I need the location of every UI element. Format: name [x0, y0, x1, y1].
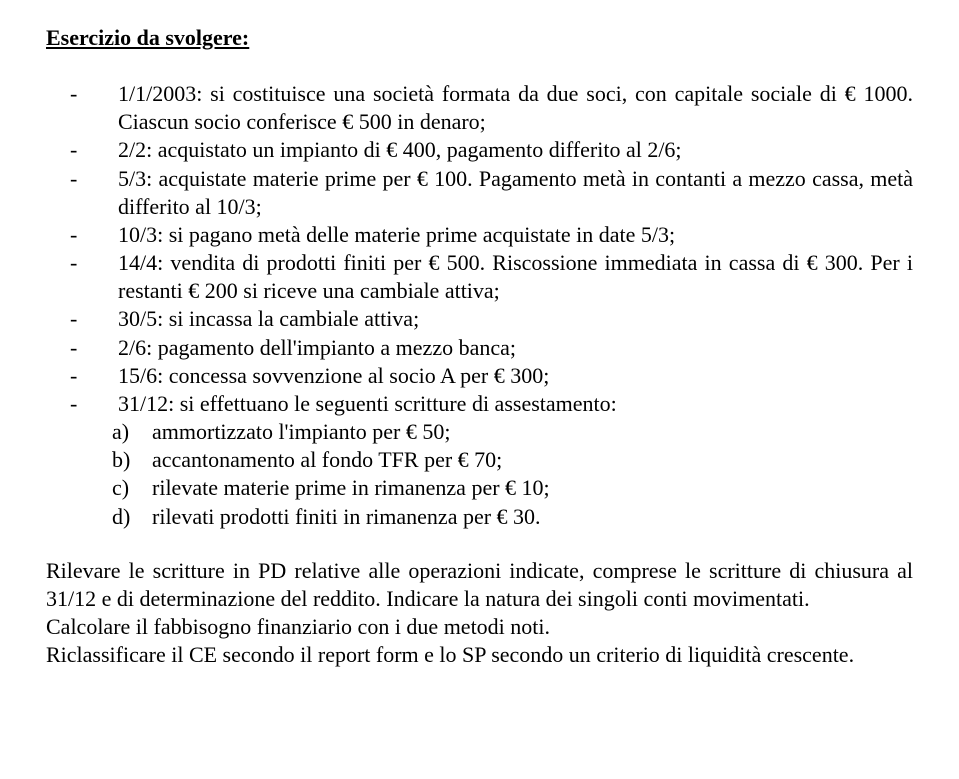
list-item: - 31/12: si effettuano le seguenti scrit…	[46, 390, 913, 418]
list-item: - 10/3: si pagano metà delle materie pri…	[46, 221, 913, 249]
bullet-marker: -	[46, 136, 118, 164]
bullet-marker: -	[46, 221, 118, 249]
list-item: - 2/2: acquistato un impianto di € 400, …	[46, 136, 913, 164]
closing-paragraph: Riclassificare il CE secondo il report f…	[46, 641, 913, 669]
list-item: - 15/6: concessa sovvenzione al socio A …	[46, 362, 913, 390]
sub-item: a) ammortizzato l'impianto per € 50;	[112, 418, 913, 446]
sub-item: b) accantonamento al fondo TFR per € 70;	[112, 446, 913, 474]
list-item-text: 10/3: si pagano metà delle materie prime…	[118, 221, 913, 249]
list-item: - 14/4: vendita di prodotti finiti per €…	[46, 249, 913, 305]
list-item-text: 1/1/2003: si costituisce una società for…	[118, 80, 913, 136]
bullet-marker: -	[46, 165, 118, 193]
list-item-text: 15/6: concessa sovvenzione al socio A pe…	[118, 362, 913, 390]
closing-paragraph: Calcolare il fabbisogno finanziario con …	[46, 613, 913, 641]
sub-marker: c)	[112, 474, 152, 502]
sub-item-text: rilevati prodotti finiti in rimanenza pe…	[152, 503, 913, 531]
list-item: - 2/6: pagamento dell'impianto a mezzo b…	[46, 334, 913, 362]
bullet-marker: -	[46, 249, 118, 277]
assestamento-sublist: a) ammortizzato l'impianto per € 50; b) …	[46, 418, 913, 531]
list-item: - 1/1/2003: si costituisce una società f…	[46, 80, 913, 136]
bullet-marker: -	[46, 80, 118, 108]
sub-item: d) rilevati prodotti finiti in rimanenza…	[112, 503, 913, 531]
sub-marker: a)	[112, 418, 152, 446]
list-item-text: 30/5: si incassa la cambiale attiva;	[118, 305, 913, 333]
list-item-text: 2/6: pagamento dell'impianto a mezzo ban…	[118, 334, 913, 362]
bullet-marker: -	[46, 362, 118, 390]
exercise-list: - 1/1/2003: si costituisce una società f…	[46, 80, 913, 418]
document-page: Esercizio da svolgere: - 1/1/2003: si co…	[0, 0, 959, 709]
sub-item-text: rilevate materie prime in rimanenza per …	[152, 474, 913, 502]
bullet-marker: -	[46, 390, 118, 418]
sub-item-text: ammortizzato l'impianto per € 50;	[152, 418, 913, 446]
list-item: - 5/3: acquistate materie prime per € 10…	[46, 165, 913, 221]
closing-paragraphs: Rilevare le scritture in PD relative all…	[46, 557, 913, 670]
sub-item: c) rilevate materie prime in rimanenza p…	[112, 474, 913, 502]
closing-paragraph: Rilevare le scritture in PD relative all…	[46, 557, 913, 613]
bullet-marker: -	[46, 334, 118, 362]
list-item-text: 2/2: acquistato un impianto di € 400, pa…	[118, 136, 913, 164]
exercise-title: Esercizio da svolgere:	[46, 24, 913, 52]
sub-marker: d)	[112, 503, 152, 531]
sub-item-text: accantonamento al fondo TFR per € 70;	[152, 446, 913, 474]
list-item: - 30/5: si incassa la cambiale attiva;	[46, 305, 913, 333]
list-item-text: 5/3: acquistate materie prime per € 100.…	[118, 165, 913, 221]
list-item-text: 31/12: si effettuano le seguenti scrittu…	[118, 390, 913, 418]
bullet-marker: -	[46, 305, 118, 333]
sub-marker: b)	[112, 446, 152, 474]
list-item-text: 14/4: vendita di prodotti finiti per € 5…	[118, 249, 913, 305]
